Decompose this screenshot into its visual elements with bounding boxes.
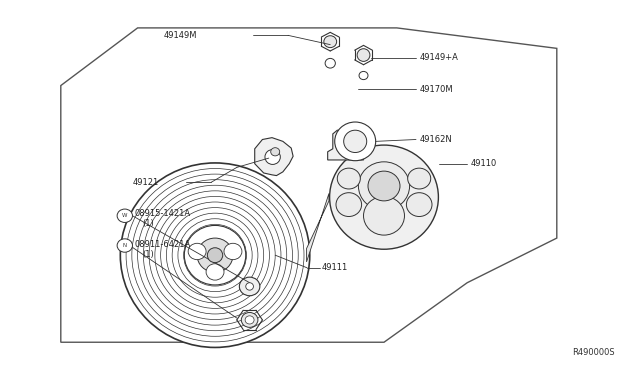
Ellipse shape <box>126 169 304 342</box>
Ellipse shape <box>330 145 438 249</box>
Ellipse shape <box>195 235 235 275</box>
Ellipse shape <box>138 180 292 331</box>
Ellipse shape <box>344 130 367 153</box>
Ellipse shape <box>166 208 264 303</box>
Ellipse shape <box>207 248 223 263</box>
Ellipse shape <box>206 264 224 280</box>
Ellipse shape <box>358 162 410 210</box>
Ellipse shape <box>245 316 254 324</box>
Text: 49149M: 49149M <box>163 31 196 40</box>
Polygon shape <box>61 28 557 342</box>
Text: 49162N: 49162N <box>419 135 452 144</box>
Text: R490000S: R490000S <box>572 348 614 357</box>
Ellipse shape <box>336 193 362 217</box>
Text: 08911-6421A: 08911-6421A <box>134 240 191 249</box>
Ellipse shape <box>337 168 360 189</box>
Text: 49121: 49121 <box>132 178 159 187</box>
Polygon shape <box>328 130 364 160</box>
Text: 49110: 49110 <box>470 159 497 168</box>
Text: 08915-1421A: 08915-1421A <box>134 209 191 218</box>
Text: N: N <box>123 243 127 248</box>
Ellipse shape <box>197 238 233 272</box>
Text: 49111: 49111 <box>321 263 348 272</box>
Ellipse shape <box>368 171 400 201</box>
Polygon shape <box>307 193 329 262</box>
Ellipse shape <box>406 193 432 217</box>
Text: 49170M: 49170M <box>419 85 453 94</box>
Ellipse shape <box>364 196 404 235</box>
Ellipse shape <box>155 196 275 314</box>
Ellipse shape <box>117 239 132 252</box>
Ellipse shape <box>149 191 281 320</box>
Text: (1): (1) <box>142 250 154 259</box>
Ellipse shape <box>359 71 368 80</box>
Ellipse shape <box>324 36 337 48</box>
Ellipse shape <box>143 185 287 325</box>
Polygon shape <box>255 138 293 176</box>
Ellipse shape <box>265 150 280 164</box>
Text: (1): (1) <box>142 219 154 228</box>
Ellipse shape <box>117 209 132 222</box>
Ellipse shape <box>184 225 246 285</box>
Ellipse shape <box>408 168 431 189</box>
Ellipse shape <box>335 122 376 161</box>
Ellipse shape <box>189 230 241 280</box>
Ellipse shape <box>357 49 370 61</box>
Ellipse shape <box>161 202 269 308</box>
Text: W: W <box>122 213 127 218</box>
Ellipse shape <box>172 213 258 297</box>
Ellipse shape <box>325 58 335 68</box>
Ellipse shape <box>224 243 242 260</box>
Ellipse shape <box>246 283 253 290</box>
Ellipse shape <box>188 243 206 260</box>
Text: 49149+A: 49149+A <box>419 53 458 62</box>
Ellipse shape <box>120 163 310 347</box>
Ellipse shape <box>239 277 260 296</box>
Ellipse shape <box>271 148 280 156</box>
Ellipse shape <box>184 224 246 286</box>
Ellipse shape <box>178 219 252 292</box>
Ellipse shape <box>241 312 258 327</box>
Ellipse shape <box>132 174 298 336</box>
